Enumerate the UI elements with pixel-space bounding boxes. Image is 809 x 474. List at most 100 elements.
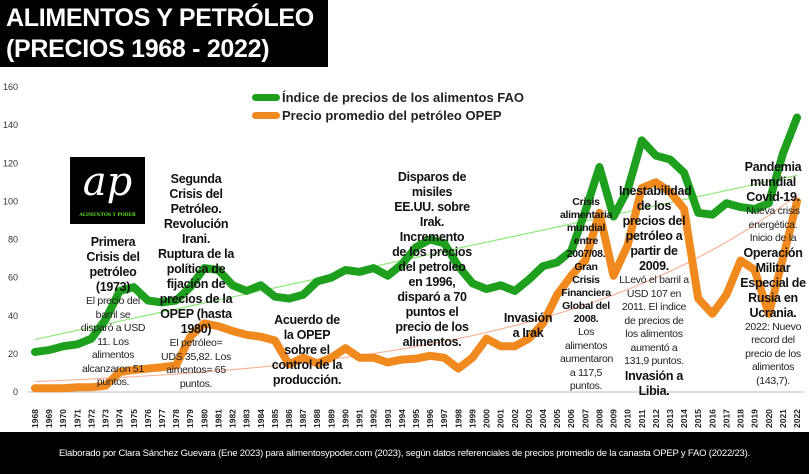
x-tick-label: 1991 <box>355 409 365 428</box>
x-tick-label: 2016 <box>707 409 717 428</box>
legend-label-food: Índice de precios de los alimentos FAO <box>282 89 525 105</box>
x-tick-label: 1995 <box>411 409 421 428</box>
x-tick-label: 1980 <box>199 409 209 428</box>
x-tick-label: 1970 <box>58 409 68 428</box>
x-tick-label: 1973 <box>101 409 111 428</box>
annotation-2008: Crisis alimentaria mundial entre 2007/08… <box>560 196 613 394</box>
title-line-1: ALIMENTOS Y PETRÓLEO <box>6 4 314 32</box>
y-tick-label: 40 <box>8 311 18 321</box>
x-tick-label: 2017 <box>721 409 731 428</box>
annotation-2011-heading-2: Invasión a Libia. <box>624 368 684 398</box>
x-tick-label: 1971 <box>72 409 82 428</box>
annotation-2020-text-2: 2022: Nuevo record del precio de los ali… <box>744 320 802 387</box>
x-tick-label: 1986 <box>284 409 294 428</box>
x-tick-label: 2013 <box>665 409 675 428</box>
x-tick-label: 2008 <box>594 409 604 428</box>
x-tick-label: 1987 <box>298 409 308 428</box>
logo-text: ALIMENTOS Y PODER <box>79 213 136 218</box>
legend-label-oil: Precio promedio del petróleo OPEP <box>282 107 502 123</box>
annotation-1973-text: El precio del barril se disparó a USD 11… <box>80 295 146 388</box>
annotation-2020-heading: Pandemia mundial Covid-19. <box>744 160 802 204</box>
legend-item-food: Índice de precios de los alimentos FAO <box>252 88 524 106</box>
x-tick-label: 2011 <box>637 409 647 428</box>
x-tick-label: 1978 <box>171 409 181 428</box>
x-tick-label: 1984 <box>256 409 266 428</box>
x-tick-label: 2009 <box>609 409 619 428</box>
x-tick-label: 1969 <box>44 409 54 428</box>
x-tick-label: 2003 <box>524 409 534 428</box>
annotation-2011-text: LLevó el barril a USD 107 en 2011. El ín… <box>619 274 689 367</box>
y-tick-label: 20 <box>8 349 18 359</box>
chart-title: ALIMENTOS Y PETRÓLEO (PRECIOS 1968 - 202… <box>0 0 328 67</box>
legend-swatch-oil <box>252 111 280 119</box>
x-tick-label: 2010 <box>623 409 633 428</box>
annotation-1979-text: El petróleo= UDS 35,82. Los aimentos= 65… <box>161 337 231 390</box>
annotation-1996-heading: Disparos de misiles EE.UU. sobre Irak. I… <box>392 170 472 349</box>
x-tick-label: 1982 <box>228 409 238 428</box>
x-tick-label: 1989 <box>326 409 336 428</box>
annotation-2008-heading: Crisis alimentaria mundial entre 2007/08… <box>560 196 613 325</box>
x-tick-label: 1976 <box>143 409 153 428</box>
footer-credit: Elaborado por Clara Sánchez Guevara (Ene… <box>0 432 809 474</box>
x-tick-label: 1977 <box>157 409 167 428</box>
x-tick-label: 2014 <box>679 409 689 428</box>
x-tick-label: 2004 <box>538 409 548 428</box>
trendline-oil <box>34 194 798 383</box>
legend-item-oil: Precio promedio del petróleo OPEP <box>252 106 524 124</box>
x-tick-label: 2005 <box>552 409 562 428</box>
y-tick-label: 120 <box>3 158 18 168</box>
annotation-1986-heading: Acuerdo de la OPEP sobre el control de l… <box>271 313 343 387</box>
annotation-2003-heading: Invasión a Irak <box>503 311 553 340</box>
annotation-1979-heading: Segunda Crisis del Petróleo. Revolución … <box>158 172 234 336</box>
x-tick-label: 1990 <box>340 409 350 428</box>
y-tick-label: 0 <box>13 387 18 397</box>
y-tick-label: 160 <box>3 82 18 92</box>
x-tick-label: 2015 <box>693 409 703 428</box>
annotation-2020-heading-2: Operación Militar Especial de Rusia en U… <box>740 245 806 320</box>
x-tick-label: 1996 <box>425 409 435 428</box>
annotation-1973-heading: Primera Crisis del petróleo (1973) <box>86 235 140 294</box>
annotation-1996: Disparos de misiles EE.UU. sobre Irak. I… <box>392 170 472 350</box>
x-tick-label: 2021 <box>778 409 788 428</box>
x-tick-label: 2001 <box>496 409 506 428</box>
x-tick-label: 1974 <box>115 409 125 428</box>
y-tick-label: 100 <box>3 196 18 206</box>
x-tick-label: 1994 <box>397 409 407 428</box>
annotation-1973: Primera Crisis del petróleo (1973) El pr… <box>80 235 146 390</box>
x-tick-label: 2000 <box>482 409 492 428</box>
x-tick-label: 1998 <box>453 409 463 428</box>
x-tick-label: 1999 <box>467 409 477 428</box>
x-tick-label: 1972 <box>86 409 96 428</box>
x-tick-label: 1997 <box>439 409 449 428</box>
y-tick-label: 140 <box>3 120 18 130</box>
annotation-2011-heading: Inestabilidad de los precios del petróle… <box>619 184 692 273</box>
x-tick-label: 1981 <box>213 409 223 428</box>
x-tick-label: 2018 <box>736 409 746 428</box>
x-tick-label: 1988 <box>312 409 322 428</box>
x-tick-label: 1975 <box>129 409 139 428</box>
x-tick-label: 1983 <box>242 409 252 428</box>
trendline-food <box>34 174 798 341</box>
annotation-2020-text: Nueva crisis energética. Inicio de la <box>746 205 800 244</box>
title-line-2: (PRECIOS 1968 - 2022) <box>6 35 270 63</box>
x-tick-label: 2007 <box>580 409 590 428</box>
x-tick-label: 2020 <box>764 409 774 428</box>
x-tick-label: 2019 <box>750 409 760 428</box>
alimentos-y-poder-logo: ap ALIMENTOS Y PODER <box>70 157 145 224</box>
x-tick-label: 1992 <box>369 409 379 428</box>
x-tick-label: 2022 <box>792 409 802 428</box>
annotation-1979: Segunda Crisis del Petróleo. Revolución … <box>158 172 234 391</box>
y-tick-label: 80 <box>8 235 18 245</box>
annotation-2003: Invasión a Irak <box>500 311 556 341</box>
x-tick-label: 2012 <box>651 409 661 428</box>
annotation-1986: Acuerdo de la OPEP sobre el control de l… <box>270 313 344 388</box>
annotation-2011: Inestabilidad de los precios del petróle… <box>619 184 692 399</box>
x-tick-label: 2006 <box>566 409 576 428</box>
x-tick-label: 1968 <box>30 409 40 428</box>
x-tick-label: 1985 <box>270 409 280 428</box>
x-tick-label: 1993 <box>383 409 393 428</box>
x-tick-label: 1979 <box>185 409 195 428</box>
x-tick-label: 2002 <box>510 409 520 428</box>
logo-mark: ap <box>82 159 133 205</box>
